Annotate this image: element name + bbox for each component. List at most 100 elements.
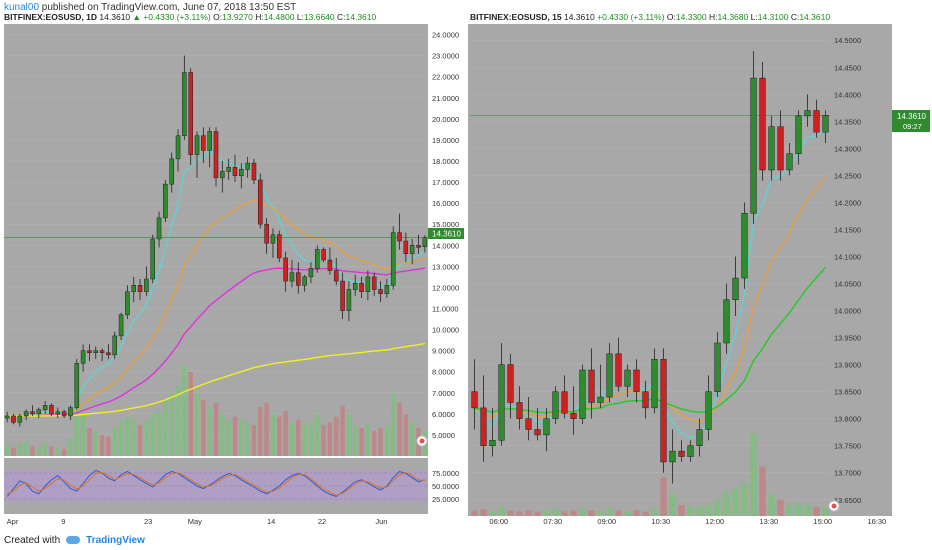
volume-bar <box>36 447 42 456</box>
volume-bar <box>552 509 559 516</box>
x-tick-label: 12:00 <box>705 517 724 526</box>
candle-body <box>352 282 358 290</box>
volume-bar <box>606 508 613 516</box>
y-tick-label: 6.0000 <box>432 410 455 419</box>
x-tick-label: 15:00 <box>813 517 832 526</box>
x-tick-label: Jun <box>375 517 387 526</box>
candle-body <box>150 238 155 280</box>
candle-body <box>321 249 326 261</box>
volume-bar <box>759 466 766 516</box>
volume-bar <box>245 422 250 456</box>
candle-body <box>777 126 784 171</box>
y-tick-label: 11.0000 <box>432 304 459 313</box>
volume-bar <box>543 510 550 516</box>
candle-body <box>42 405 48 410</box>
y-tick-label: 14.3000 <box>834 144 861 153</box>
y-tick-label: 8.0000 <box>432 368 455 377</box>
candle-body <box>552 391 559 419</box>
candle-body <box>371 276 377 290</box>
candle-body <box>144 278 149 292</box>
candle-body <box>340 280 345 311</box>
volume-bar <box>163 400 168 456</box>
volume-bar <box>409 422 415 456</box>
candle-body <box>822 115 829 133</box>
right-high: 14.3680 <box>717 12 749 22</box>
candle-body <box>232 167 238 176</box>
y-tick-label: 5.0000 <box>432 431 455 440</box>
volume-bar <box>23 442 29 456</box>
volume-bar <box>705 505 712 516</box>
candle-body <box>302 276 307 286</box>
candle-body <box>30 411 35 415</box>
volume-bar <box>137 425 143 456</box>
candle-body <box>397 232 402 242</box>
candle-body <box>156 217 162 240</box>
volume-bar <box>131 419 136 456</box>
candle-body <box>106 352 111 356</box>
candle-body <box>570 413 577 419</box>
right-close: 14.3610 <box>799 12 831 22</box>
volume-bar <box>55 447 61 456</box>
candle-body <box>289 272 295 282</box>
candle-body <box>768 126 775 171</box>
left-price-axis[interactable] <box>428 24 466 516</box>
publisher-name[interactable]: kunal00 <box>4 2 40 13</box>
candle-body <box>194 135 200 155</box>
candle-body <box>378 289 383 294</box>
y-tick-label: 13.8000 <box>834 415 861 424</box>
y-tick-label: 14.0000 <box>432 241 459 250</box>
left-last-price-tag: 14.3610 <box>428 228 464 239</box>
footer: Created with TradingView <box>4 535 145 546</box>
candle-body <box>333 270 339 282</box>
tradingview-brand[interactable]: TradingView <box>86 535 145 546</box>
left-high: 14.4800 <box>263 12 295 22</box>
candle-body <box>163 183 168 219</box>
candle-body <box>277 234 282 259</box>
x-tick-label: 14 <box>267 517 275 526</box>
candle-body <box>422 237 428 247</box>
volume-bar <box>822 508 829 516</box>
left-change: ▲ +0.4330 (+3.11%) <box>132 12 211 22</box>
right-main-pane[interactable] <box>468 24 892 516</box>
candle-body <box>750 77 757 214</box>
volume-bar <box>296 419 301 456</box>
volume-bar <box>80 414 86 456</box>
candle-body <box>804 110 811 117</box>
y-tick-label: 23.0000 <box>432 52 459 61</box>
ma-green-line <box>474 266 827 414</box>
volume-bar <box>125 416 130 456</box>
right-flag-icon <box>828 500 840 512</box>
y-tick-label: 13.7500 <box>834 442 861 451</box>
volume-bar <box>30 446 35 456</box>
volume-bar <box>633 510 640 516</box>
candle-body <box>669 450 676 463</box>
right-open-label: O: <box>666 12 676 22</box>
right-low-label: L: <box>750 12 758 22</box>
volume-bar <box>150 414 155 456</box>
y-tick-label: 22.0000 <box>432 73 459 82</box>
y-tick-label: 18.0000 <box>432 157 459 166</box>
left-main-pane[interactable] <box>4 24 428 456</box>
right-chart[interactable]: 13.6500 13.7000 13.7500 13.8000 13.8500 13.90… <box>466 0 932 532</box>
candle-body <box>651 358 658 409</box>
volume-bar <box>93 430 98 456</box>
right-price: 14.3610 <box>564 12 595 22</box>
candle-body <box>409 245 415 254</box>
candle-body <box>226 167 231 172</box>
candle-body <box>543 418 550 436</box>
left-chart[interactable]: 25.0000 50.0000 75.0000 5.0000 6.0000 7.0000… <box>0 0 466 532</box>
right-price-axis[interactable] <box>892 24 932 516</box>
candle-body <box>245 162 250 170</box>
volume-bar <box>507 510 514 516</box>
left-symbol: BITFINEX:EOSUSD, 1D <box>4 12 98 22</box>
candle-body <box>741 212 748 279</box>
x-tick-label: 13:30 <box>759 517 778 526</box>
y-tick-label: 21.0000 <box>432 94 459 103</box>
left-flag-icon <box>416 435 428 447</box>
candle-body <box>365 276 371 292</box>
volume-bar <box>489 511 496 516</box>
x-tick-label: 06:00 <box>489 517 508 526</box>
volume-bar <box>660 477 667 516</box>
candle-body <box>295 272 301 286</box>
candle-body <box>251 162 257 181</box>
